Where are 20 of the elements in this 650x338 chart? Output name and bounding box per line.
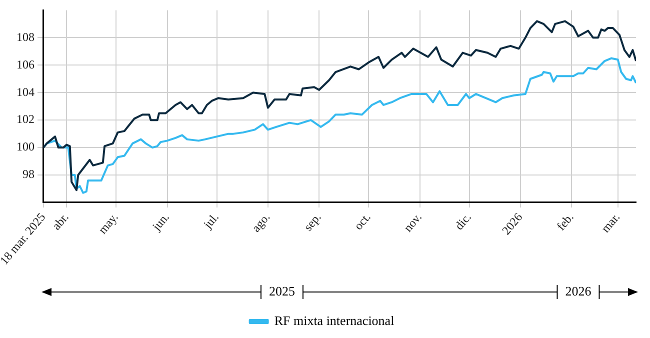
legend-label: RF mixta internacional	[274, 312, 395, 328]
x-tick-label: feb.	[554, 210, 576, 234]
y-tick-label: 104	[16, 84, 34, 99]
y-tick-label: 98	[22, 167, 34, 182]
y-tick-label: 100	[16, 140, 34, 154]
x-tick-label: jul.	[200, 210, 222, 232]
x-tick-label: jun.	[148, 210, 172, 234]
y-tick-label: 106	[16, 57, 34, 72]
y-tick-label: 102	[16, 112, 34, 126]
x-tick-label: abr.	[49, 210, 72, 233]
x-tick-label: ago.	[248, 210, 273, 235]
x-tick-label: nov.	[400, 210, 425, 235]
x-tick-label: sep.	[300, 210, 324, 234]
x-tick-label: may.	[95, 210, 121, 237]
x-tick-label: dic.	[452, 210, 474, 233]
text: 2025	[268, 283, 295, 298]
text: 2026	[565, 283, 592, 298]
x-tick-label: mar.	[598, 210, 623, 236]
y-tick-label: 108	[16, 30, 34, 44]
x-tick-label: oct.	[351, 210, 374, 233]
